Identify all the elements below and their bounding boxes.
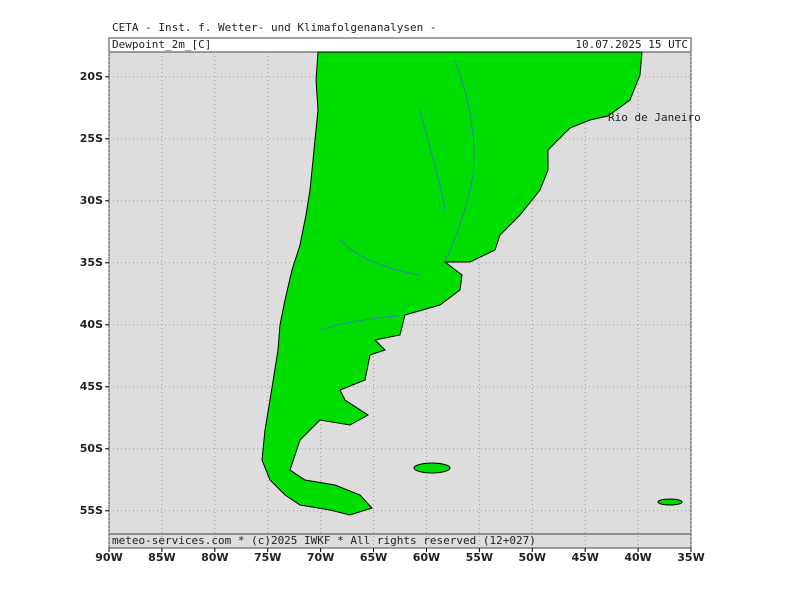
land xyxy=(261,51,683,516)
x-tick-label: 80W xyxy=(201,551,228,564)
falkland-islands xyxy=(413,462,451,474)
x-tick-label: 50W xyxy=(519,551,546,564)
x-tick-label: 60W xyxy=(413,551,440,564)
y-tick-label: 25S xyxy=(80,132,103,145)
grid xyxy=(108,52,692,548)
y-tick-label: 55S xyxy=(80,504,103,517)
valid-time: 10.07.2025 15 UTC xyxy=(575,38,688,51)
x-tick-label: 65W xyxy=(360,551,387,564)
y-tick-label: 30S xyxy=(80,194,103,207)
x-tick-label: 85W xyxy=(148,551,175,564)
variable-label: Dewpoint_2m_[C] xyxy=(112,38,211,51)
x-tick-label: 35W xyxy=(677,551,704,564)
header-title: CETA - Inst. f. Wetter- und Klimafolgena… xyxy=(112,21,437,34)
y-tick-label: 45S xyxy=(80,380,103,393)
south-america xyxy=(261,51,643,516)
river xyxy=(444,59,475,263)
river xyxy=(419,109,446,211)
axis-ticks: 90W 85W 80W 75W 70W 65W 60W 55W 50W 45W 40W 35W 20S 2… xyxy=(80,70,705,564)
x-tick-label: 45W xyxy=(571,551,598,564)
y-tick-label: 20S xyxy=(80,70,103,83)
river xyxy=(319,314,406,331)
y-tick-label: 40S xyxy=(80,318,103,331)
x-tick-label: 70W xyxy=(307,551,334,564)
y-tick-label: 50S xyxy=(80,442,103,455)
footer: meteo-services.com * (c)2025 IWKF * All … xyxy=(112,534,536,547)
x-tick-label: 40W xyxy=(624,551,651,564)
rivers xyxy=(319,59,475,331)
south-georgia xyxy=(657,498,683,506)
x-tick-label: 55W xyxy=(466,551,493,564)
y-tick-label: 35S xyxy=(80,256,103,269)
place-label: Rio de Janeiro xyxy=(608,111,701,124)
river xyxy=(339,239,421,276)
x-tick-label: 75W xyxy=(254,551,281,564)
x-tick-label: 90W xyxy=(95,551,122,564)
